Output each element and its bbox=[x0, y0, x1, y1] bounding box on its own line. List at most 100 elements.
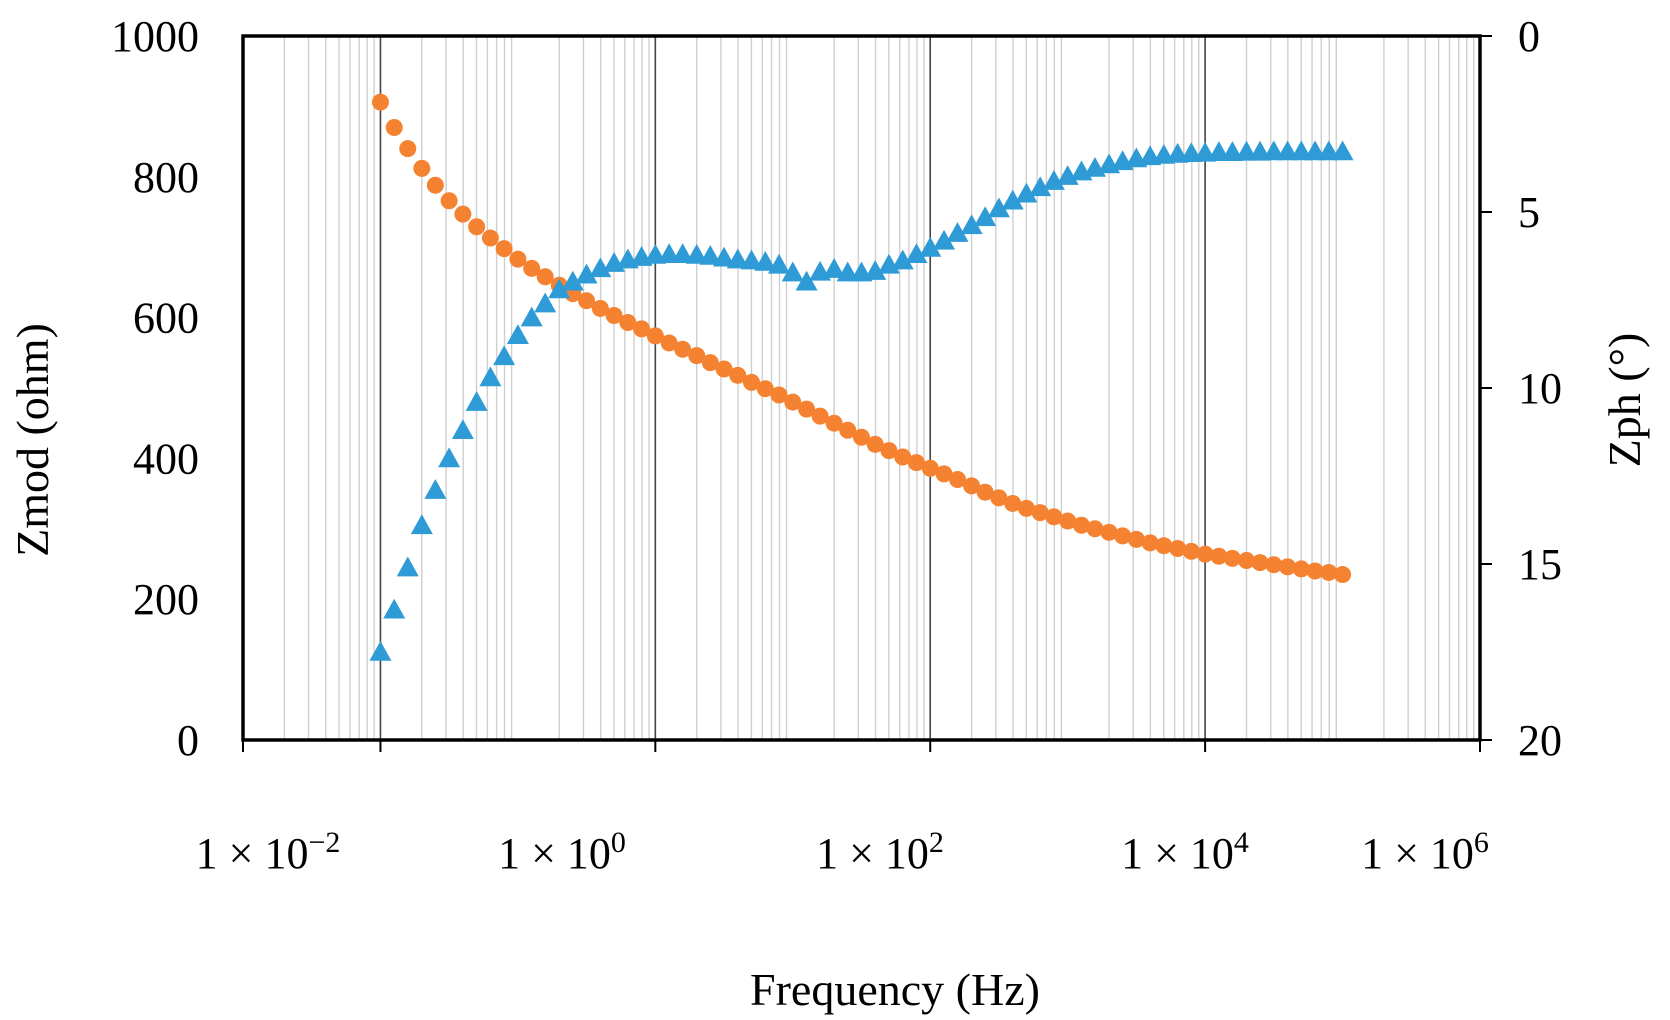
zph-point bbox=[1290, 140, 1313, 161]
zmod-point bbox=[921, 459, 939, 477]
zmod-point bbox=[1196, 545, 1214, 563]
zph-point bbox=[685, 243, 708, 264]
x-tick-label: 1 × 100 bbox=[498, 826, 626, 878]
y-tick-label: 800 bbox=[133, 153, 199, 202]
zph-point bbox=[1317, 140, 1340, 161]
zph-point bbox=[823, 258, 846, 278]
zmod-point bbox=[371, 93, 389, 111]
zph-point bbox=[891, 249, 914, 270]
zph-point bbox=[493, 345, 516, 366]
zmod-point bbox=[1182, 542, 1200, 560]
zmod-point bbox=[1004, 494, 1022, 512]
zmod-point bbox=[1086, 520, 1104, 538]
zph-point bbox=[864, 260, 887, 280]
zph-point bbox=[410, 514, 433, 535]
zmod-point bbox=[839, 421, 857, 439]
zmod-point bbox=[509, 250, 527, 268]
zmod-point bbox=[1237, 551, 1255, 569]
zmod-point bbox=[756, 380, 774, 398]
zph-point bbox=[1001, 189, 1024, 210]
zph-point bbox=[575, 263, 598, 284]
x-axis-title: Frequency (Hz) bbox=[750, 964, 1040, 1015]
zmod-point bbox=[866, 435, 884, 453]
zmod-point bbox=[935, 465, 953, 483]
zph-point bbox=[795, 270, 818, 291]
x-tick-label: 1 × 104 bbox=[1121, 826, 1249, 878]
zph-point bbox=[740, 249, 763, 270]
zph-point bbox=[1262, 140, 1285, 161]
zmod-point bbox=[481, 229, 499, 247]
x-tick-label: 1 × 106 bbox=[1361, 826, 1489, 878]
zmod-point bbox=[1169, 540, 1187, 558]
zmod-point bbox=[468, 218, 486, 236]
axes bbox=[241, 34, 1492, 752]
zmod-point bbox=[413, 159, 431, 177]
y-tick-label: 200 bbox=[133, 575, 199, 624]
zmod-point bbox=[454, 205, 472, 223]
zmod-point bbox=[976, 483, 994, 501]
zmod-point bbox=[385, 119, 403, 137]
zph-point bbox=[699, 245, 722, 265]
zmod-point bbox=[770, 386, 788, 404]
zph-point bbox=[506, 324, 529, 344]
series-zph bbox=[369, 140, 1354, 661]
zmod-point bbox=[1306, 562, 1324, 580]
zph-point bbox=[946, 222, 969, 242]
y2-tick-label: 10 bbox=[1518, 364, 1562, 413]
zmod-point bbox=[1072, 516, 1090, 534]
zph-point bbox=[1029, 176, 1052, 197]
zmod-point bbox=[1114, 527, 1132, 545]
y2-tick-label: 15 bbox=[1518, 540, 1562, 589]
zmod-point bbox=[1334, 566, 1352, 584]
tick-labels: 0 200 400 600 800 1000 0 5 10 15 20 1 × 10−2 1 × 100… bbox=[111, 12, 1562, 878]
zmod-point bbox=[495, 240, 513, 258]
zmod-point bbox=[1155, 537, 1173, 555]
grid-lines bbox=[283, 36, 1475, 740]
zmod-point bbox=[1100, 523, 1118, 541]
zmod-point bbox=[715, 360, 733, 378]
zph-point bbox=[713, 246, 736, 267]
zph-point bbox=[438, 447, 461, 468]
zmod-point bbox=[963, 477, 981, 495]
y2-tick-label: 0 bbox=[1518, 12, 1540, 61]
zmod-point bbox=[1320, 563, 1338, 581]
zph-point bbox=[396, 556, 419, 577]
zmod-point bbox=[798, 400, 816, 418]
zph-point bbox=[369, 641, 392, 661]
zmod-point bbox=[880, 442, 898, 460]
zmod-point bbox=[743, 373, 761, 391]
zmod-point bbox=[578, 292, 596, 310]
zph-point bbox=[905, 243, 928, 264]
zph-point bbox=[561, 270, 584, 291]
zph-point bbox=[383, 598, 406, 619]
zmod-point bbox=[536, 268, 554, 286]
zph-point bbox=[589, 257, 612, 278]
y-tick-label: 600 bbox=[133, 294, 199, 343]
zph-point bbox=[1331, 140, 1354, 161]
zmod-point bbox=[660, 334, 678, 352]
zmod-point bbox=[1059, 512, 1077, 530]
y2-tick-label: 20 bbox=[1518, 716, 1562, 765]
zmod-point bbox=[619, 314, 637, 332]
zmod-point bbox=[1223, 549, 1241, 567]
plot-frame bbox=[241, 34, 1482, 742]
zmod-point bbox=[688, 347, 706, 365]
x-tick-label: 1 × 10−2 bbox=[196, 826, 341, 878]
x-tick-label: 1 × 102 bbox=[816, 826, 944, 878]
y-tick-label: 1000 bbox=[111, 12, 199, 61]
zph-point bbox=[933, 229, 956, 250]
zmod-point bbox=[1045, 508, 1063, 526]
zph-point bbox=[960, 214, 983, 235]
zmod-point bbox=[990, 489, 1008, 507]
zmod-point bbox=[701, 354, 719, 372]
zmod-point bbox=[811, 407, 829, 425]
zph-point bbox=[768, 253, 791, 274]
zmod-point bbox=[674, 340, 692, 358]
zmod-point bbox=[426, 176, 444, 194]
zph-point bbox=[919, 236, 942, 257]
zmod-point bbox=[440, 192, 458, 210]
zph-point bbox=[451, 419, 474, 440]
zmod-point bbox=[1251, 554, 1269, 572]
y-tick-label: 0 bbox=[177, 716, 199, 765]
